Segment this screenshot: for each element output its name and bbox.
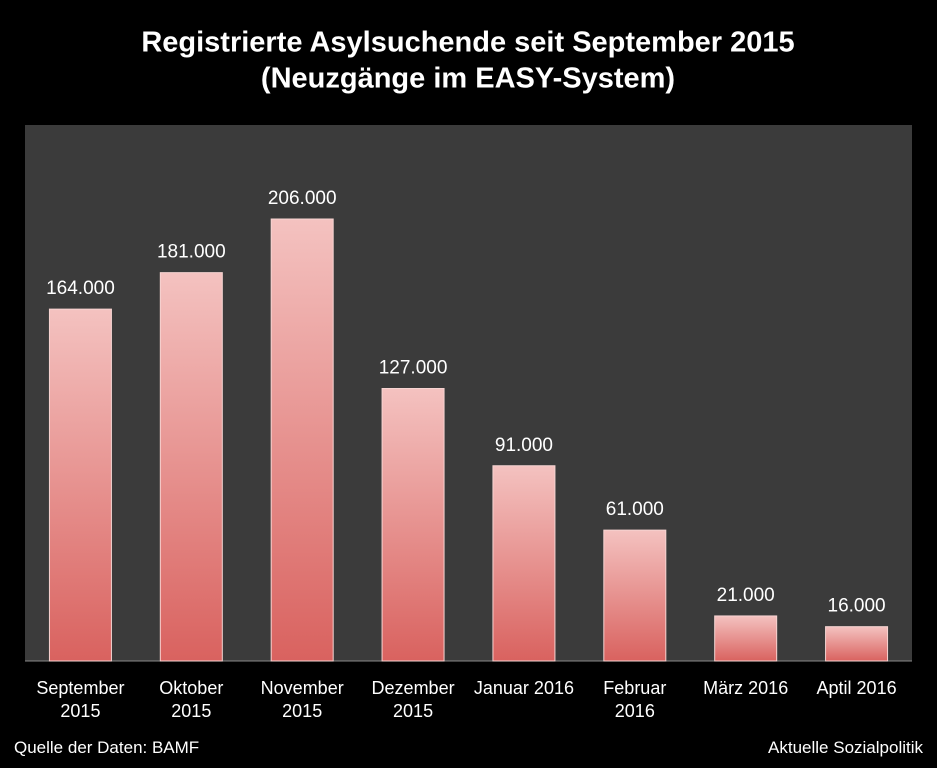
x-tick-label: November 2015: [260, 678, 344, 721]
bar: [381, 388, 445, 662]
bar: [825, 626, 889, 662]
value-label: 61.000: [606, 499, 664, 520]
credit-note: Aktuelle Sozialpolitik: [768, 738, 923, 757]
x-tick-label: Februar 2016: [603, 678, 667, 721]
x-tick-label: März 2016: [703, 678, 789, 698]
chart-title: Registrierte Asylsuchende seit September…: [141, 27, 794, 59]
bar: [603, 529, 667, 662]
value-label: 181.000: [157, 242, 226, 263]
value-label: 164.000: [46, 278, 115, 299]
bar: [48, 308, 112, 662]
bar: [492, 465, 556, 662]
value-label: 21.000: [717, 585, 775, 606]
x-tick-label: Dezember 2015: [371, 678, 455, 721]
value-label: 206.000: [268, 188, 337, 209]
x-tick-label: Januar 2016: [473, 678, 574, 698]
value-label: 127.000: [379, 358, 448, 379]
source-note: Quelle der Daten: BAMF: [14, 738, 200, 757]
value-label: 16.000: [828, 596, 886, 617]
bar: [270, 218, 334, 662]
plot-area: [25, 125, 912, 661]
bar: [714, 615, 778, 662]
x-tick-label: Oktober 2015: [159, 678, 224, 721]
bar: [159, 272, 223, 662]
chart-subtitle: (Neuzgänge im EASY-System): [261, 63, 675, 95]
x-tick-label: Aptil 2016: [816, 678, 897, 698]
value-label: 91.000: [495, 435, 553, 456]
x-tick-label: September 2015: [36, 678, 125, 721]
